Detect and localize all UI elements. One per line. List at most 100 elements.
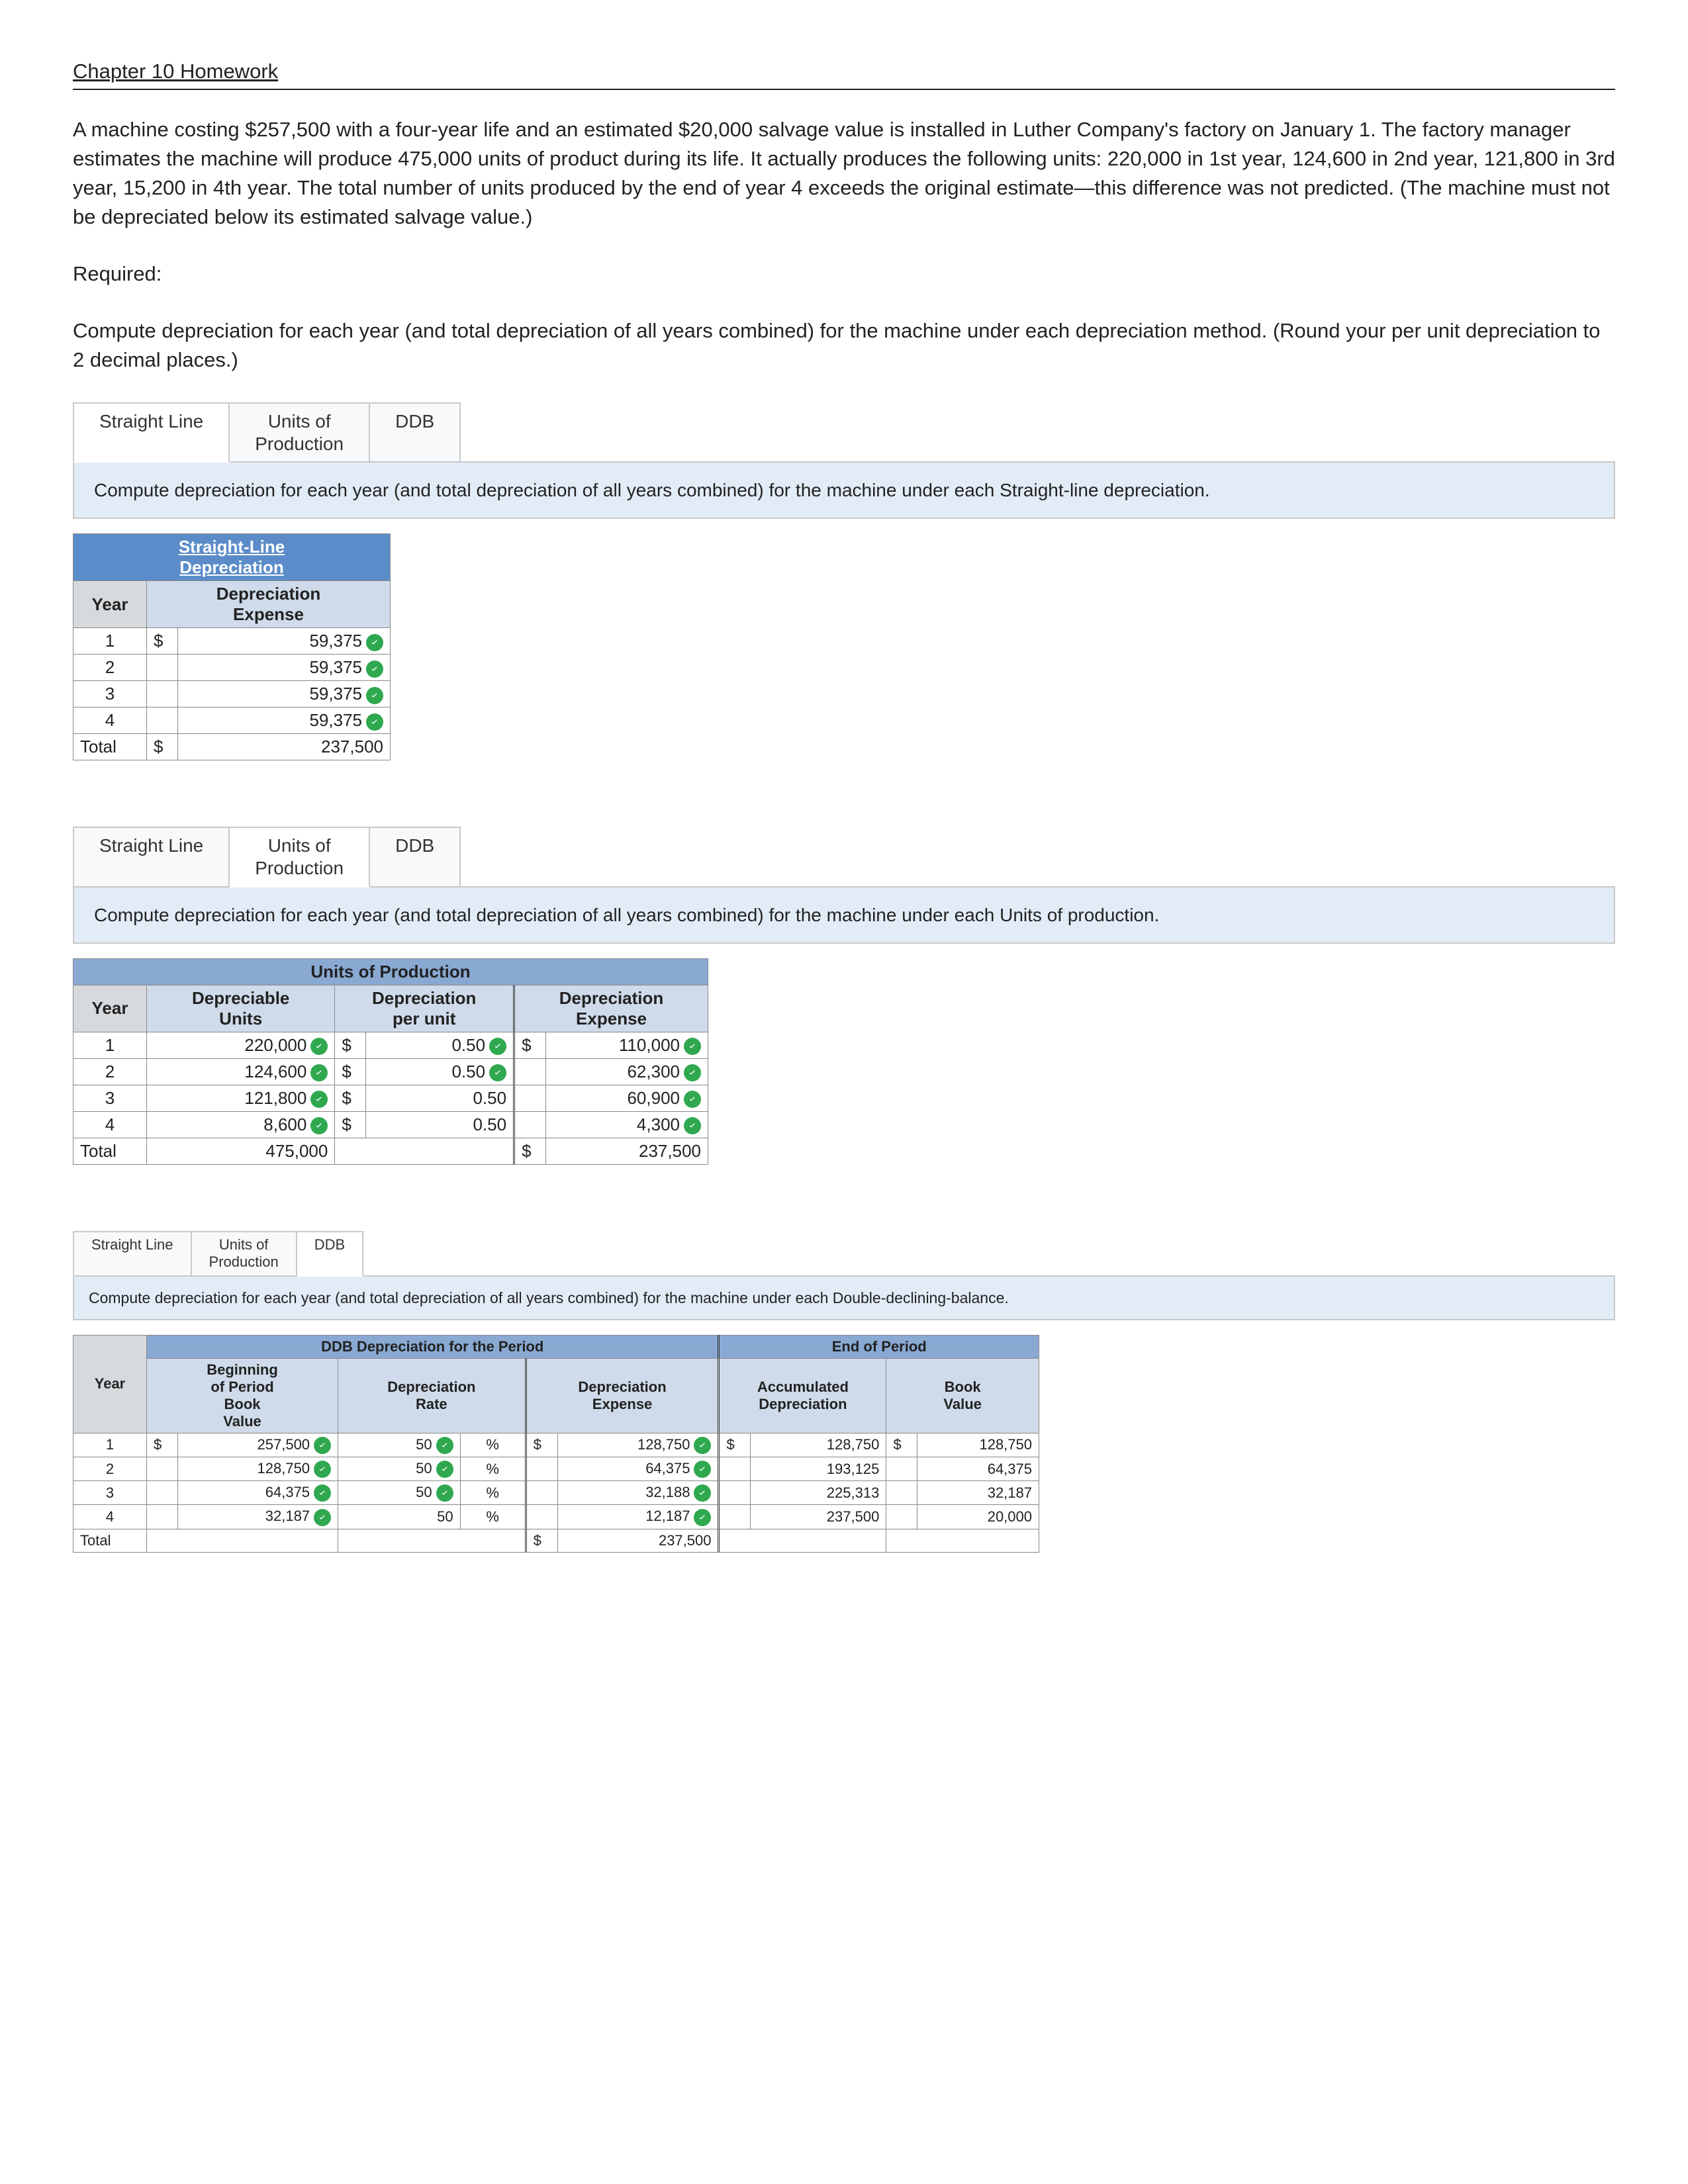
problem-intro: A machine costing $257,500 with a four-y… <box>73 115 1615 232</box>
uop-exp[interactable]: 4,300 <box>546 1111 708 1138</box>
ddb-exp[interactable]: 32,188 <box>557 1481 719 1505</box>
sl-cur <box>147 655 178 681</box>
uop-units[interactable]: 121,800 <box>147 1085 335 1111</box>
ddb-year: 4 <box>73 1505 147 1529</box>
uop-exp-cur <box>514 1111 546 1138</box>
sl-val[interactable]: 59,375 <box>178 628 391 655</box>
ddb-begin[interactable]: 64,375 <box>178 1481 338 1505</box>
check-icon <box>694 1509 711 1526</box>
uop-units[interactable]: 220,000 <box>147 1032 335 1058</box>
check-icon <box>684 1091 701 1108</box>
ddb-rate-pct: % <box>460 1481 526 1505</box>
check-icon <box>366 634 383 651</box>
sl-col-year: Year <box>73 581 147 628</box>
sl-col-exp: Depreciation Expense <box>147 581 391 628</box>
check-icon <box>684 1117 701 1134</box>
sl-year: 3 <box>73 681 147 707</box>
sl-val[interactable]: 59,375 <box>178 681 391 707</box>
ddb-acc-cur <box>719 1505 751 1529</box>
tab-ddb[interactable]: DDB <box>297 1231 363 1277</box>
uop-exp-cur: $ <box>514 1032 546 1058</box>
tab-units-of-production[interactable]: Units of Production <box>230 402 370 463</box>
sl-year: 2 <box>73 655 147 681</box>
uop-col-year: Year <box>73 985 147 1032</box>
ddb-begin[interactable]: 128,750 <box>178 1457 338 1481</box>
ddb-col-begin: Beginning of Period Book Value <box>147 1358 338 1433</box>
check-icon <box>694 1437 711 1454</box>
check-icon <box>310 1038 328 1055</box>
check-icon <box>314 1437 331 1454</box>
ddb-begin-cur <box>147 1505 178 1529</box>
ddb-rate[interactable]: 50 <box>338 1505 461 1529</box>
page-title: Chapter 10 Homework <box>73 60 1615 90</box>
ddb-exp[interactable]: 12,187 <box>557 1505 719 1529</box>
uop-table-title: Units of Production <box>73 958 708 985</box>
ddb-instruction: Compute depreciation for each year (and … <box>73 1275 1615 1320</box>
uop-col-exp: Depreciation Expense <box>514 985 708 1032</box>
sl-cur <box>147 681 178 707</box>
tab-straight-line[interactable]: Straight Line <box>73 827 230 887</box>
check-icon <box>366 713 383 731</box>
uop-per[interactable]: 0.50 <box>366 1085 514 1111</box>
check-icon <box>436 1437 453 1454</box>
uop-per-cur: $ <box>335 1111 366 1138</box>
ddb-book: 20,000 <box>917 1505 1039 1529</box>
uop-total-cur: $ <box>514 1138 546 1164</box>
ddb-exp[interactable]: 64,375 <box>557 1457 719 1481</box>
uop-year: 1 <box>73 1032 147 1058</box>
ddb-begin-cur <box>147 1457 178 1481</box>
uop-per[interactable]: 0.50 <box>366 1032 514 1058</box>
ddb-title-left: DDB Depreciation for the Period <box>147 1335 719 1358</box>
ddb-col-acc: Accumulated Depreciation <box>719 1358 886 1433</box>
sl-cur <box>147 707 178 734</box>
check-icon <box>684 1038 701 1055</box>
uop-year: 3 <box>73 1085 147 1111</box>
sl-table-title: Straight-Line Depreciation <box>73 534 391 581</box>
ddb-book-cur <box>886 1457 917 1481</box>
section-straight-line: Straight Line Units of Production DDB Co… <box>73 402 1615 760</box>
ddb-exp[interactable]: 128,750 <box>557 1433 719 1457</box>
uop-per-cur: $ <box>335 1058 366 1085</box>
uop-per[interactable]: 0.50 <box>366 1111 514 1138</box>
uop-total-exp: 237,500 <box>546 1138 708 1164</box>
uop-year: 2 <box>73 1058 147 1085</box>
check-icon <box>366 687 383 704</box>
sl-total-val: 237,500 <box>178 734 391 760</box>
ddb-table: Year DDB Depreciation for the Period End… <box>73 1335 1039 1553</box>
ddb-rate-pct: % <box>460 1457 526 1481</box>
tab-straight-line[interactable]: Straight Line <box>73 1231 192 1277</box>
tab-ddb[interactable]: DDB <box>370 402 461 463</box>
required-text: Compute depreciation for each year (and … <box>73 316 1615 375</box>
ddb-title-right: End of Period <box>719 1335 1039 1358</box>
ddb-rate[interactable]: 50 <box>338 1481 461 1505</box>
check-icon <box>314 1461 331 1478</box>
uop-exp[interactable]: 60,900 <box>546 1085 708 1111</box>
uop-units[interactable]: 8,600 <box>147 1111 335 1138</box>
tab-units-of-production[interactable]: Units of Production <box>230 827 370 887</box>
ddb-rate[interactable]: 50 <box>338 1433 461 1457</box>
tab-straight-line[interactable]: Straight Line <box>73 402 230 463</box>
ddb-rate-pct: % <box>460 1433 526 1457</box>
ddb-year: 1 <box>73 1433 147 1457</box>
ddb-total-label: Total <box>73 1529 147 1552</box>
ddb-begin[interactable]: 32,187 <box>178 1505 338 1529</box>
uop-units[interactable]: 124,600 <box>147 1058 335 1085</box>
ddb-rate[interactable]: 50 <box>338 1457 461 1481</box>
ddb-begin[interactable]: 257,500 <box>178 1433 338 1457</box>
uop-exp[interactable]: 62,300 <box>546 1058 708 1085</box>
ddb-exp-cur: $ <box>526 1433 557 1457</box>
tab-units-of-production[interactable]: Units of Production <box>192 1231 297 1277</box>
ddb-acc-cur <box>719 1457 751 1481</box>
uop-exp-cur <box>514 1058 546 1085</box>
sl-val[interactable]: 59,375 <box>178 707 391 734</box>
ddb-rate-pct: % <box>460 1505 526 1529</box>
uop-total-units: 475,000 <box>147 1138 335 1164</box>
uop-exp[interactable]: 110,000 <box>546 1032 708 1058</box>
sl-val[interactable]: 59,375 <box>178 655 391 681</box>
uop-per-cur: $ <box>335 1085 366 1111</box>
uop-year: 4 <box>73 1111 147 1138</box>
tab-ddb[interactable]: DDB <box>370 827 461 887</box>
sl-total-label: Total <box>73 734 147 760</box>
ddb-year: 2 <box>73 1457 147 1481</box>
uop-per[interactable]: 0.50 <box>366 1058 514 1085</box>
